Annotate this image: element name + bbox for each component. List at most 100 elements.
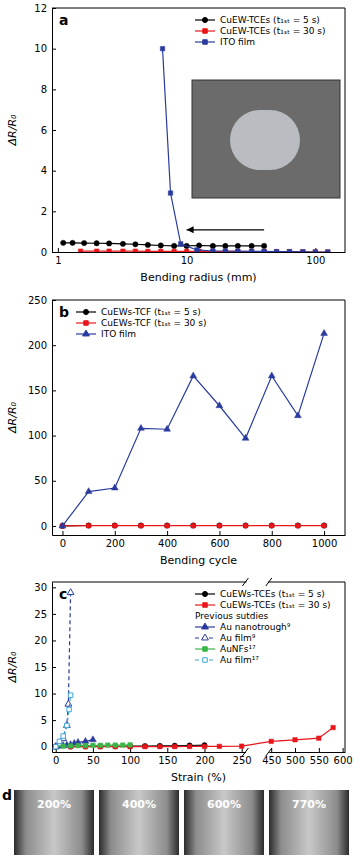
y-tick: 5	[41, 715, 56, 726]
y-tick-mark	[52, 526, 56, 527]
y-tick: 25	[34, 609, 56, 620]
data-point	[138, 424, 145, 430]
data-point	[59, 522, 66, 528]
legend: CuEW-TCEs (t₁ₛₜ = 5 s)CuEW-TCEs (t₁ₛₜ = …	[195, 15, 326, 47]
plot-area	[52, 589, 335, 750]
data-point	[317, 736, 321, 740]
data-point	[262, 249, 266, 252]
data-point	[217, 523, 221, 527]
x-tick-mark	[115, 531, 116, 535]
x-tick: 100	[121, 748, 140, 766]
x-tick-label: 450	[262, 755, 281, 766]
data-point	[68, 744, 72, 748]
x-tick: 450	[262, 748, 281, 766]
y-tick-label: 4	[41, 165, 47, 176]
data-point	[326, 250, 330, 252]
data-point	[98, 743, 102, 747]
legend-label: CuEW-TCEs (t₁ₛₜ = 5 s)	[220, 15, 320, 25]
x-tick-mark	[167, 531, 168, 535]
x-tick-label: 0	[60, 538, 66, 549]
data-point	[217, 523, 222, 528]
data-point	[236, 249, 240, 252]
data-point	[138, 523, 143, 528]
legend-marker	[202, 591, 207, 596]
data-point	[53, 744, 57, 748]
data-point	[143, 744, 147, 748]
photo	[14, 790, 94, 855]
data-point	[261, 243, 266, 248]
x-tick: 50	[87, 748, 100, 766]
x-tick-label: 100	[306, 255, 325, 266]
frame-top	[52, 300, 345, 301]
x-tick-label: 0	[53, 755, 59, 766]
x-tick-mark	[324, 531, 325, 535]
data-point	[270, 523, 274, 527]
legend-marker	[83, 309, 88, 314]
data-point	[68, 744, 72, 748]
y-tick: 0	[41, 247, 56, 258]
x-tick-label: 600	[334, 755, 353, 766]
panel-label: d	[2, 787, 12, 803]
data-point	[53, 744, 57, 748]
data-point	[61, 744, 65, 748]
y-tick-label: 0	[41, 741, 47, 752]
series-line	[56, 695, 71, 747]
data-point	[67, 589, 74, 595]
x-tick-label: 400	[158, 538, 177, 549]
x-axis: 450 500 550 600	[262, 748, 353, 766]
x-tick-mark	[295, 748, 296, 752]
photo-label: 400%	[122, 798, 156, 811]
x-tick: 550	[310, 748, 329, 766]
data-point	[106, 743, 110, 747]
data-point	[107, 249, 111, 252]
data-point	[65, 723, 69, 727]
data-point	[249, 249, 253, 252]
data-point	[83, 744, 88, 749]
x-tick-mark	[272, 531, 273, 535]
data-point	[293, 738, 297, 742]
photo-label: 200%	[37, 798, 71, 811]
data-point	[82, 240, 87, 245]
legend-label: CuEWs-TCEs (t₁ₛₜ = 5 s)	[220, 589, 325, 599]
photo-label: 770%	[292, 798, 326, 811]
legend-marker	[203, 658, 207, 662]
data-point	[191, 523, 195, 527]
y-tick-label: 150	[28, 385, 47, 396]
data-point	[295, 523, 300, 528]
x-tick-label: 1	[55, 255, 61, 266]
legend-label: AuNFs¹⁷	[220, 644, 256, 654]
legend-marker	[203, 647, 207, 651]
y-tick: 200	[28, 340, 56, 351]
y-tick-mark	[52, 667, 56, 668]
y-tick-mark	[52, 345, 56, 346]
data-point	[164, 523, 169, 528]
data-point	[239, 744, 243, 748]
data-point	[295, 412, 302, 418]
data-point	[61, 734, 65, 738]
y-tick-label: 15	[34, 662, 47, 673]
legend-marker	[202, 634, 209, 640]
data-point	[159, 249, 163, 252]
frame-right	[345, 8, 346, 252]
x-tick: 100	[306, 248, 325, 266]
data-point	[90, 736, 97, 742]
data-point	[243, 523, 248, 528]
y-tick: 8	[41, 84, 56, 95]
data-point	[269, 523, 274, 528]
data-point	[178, 242, 182, 246]
break-mark	[266, 578, 272, 586]
data-point	[313, 250, 317, 252]
data-point	[274, 249, 278, 252]
data-point	[331, 725, 335, 729]
y-tick: 15	[34, 662, 56, 673]
y-tick-label: 30	[34, 582, 47, 593]
x-axis-line	[53, 752, 246, 753]
legend-heading: Previous sutdies	[195, 611, 269, 621]
data-point	[190, 372, 197, 378]
x-tick-mark	[319, 748, 320, 752]
series-line	[163, 49, 328, 252]
y-tick: 50	[34, 475, 56, 486]
x-tick-label: 800	[263, 538, 282, 549]
x-tick-label: 500	[286, 755, 305, 766]
arrow-head	[187, 226, 194, 233]
